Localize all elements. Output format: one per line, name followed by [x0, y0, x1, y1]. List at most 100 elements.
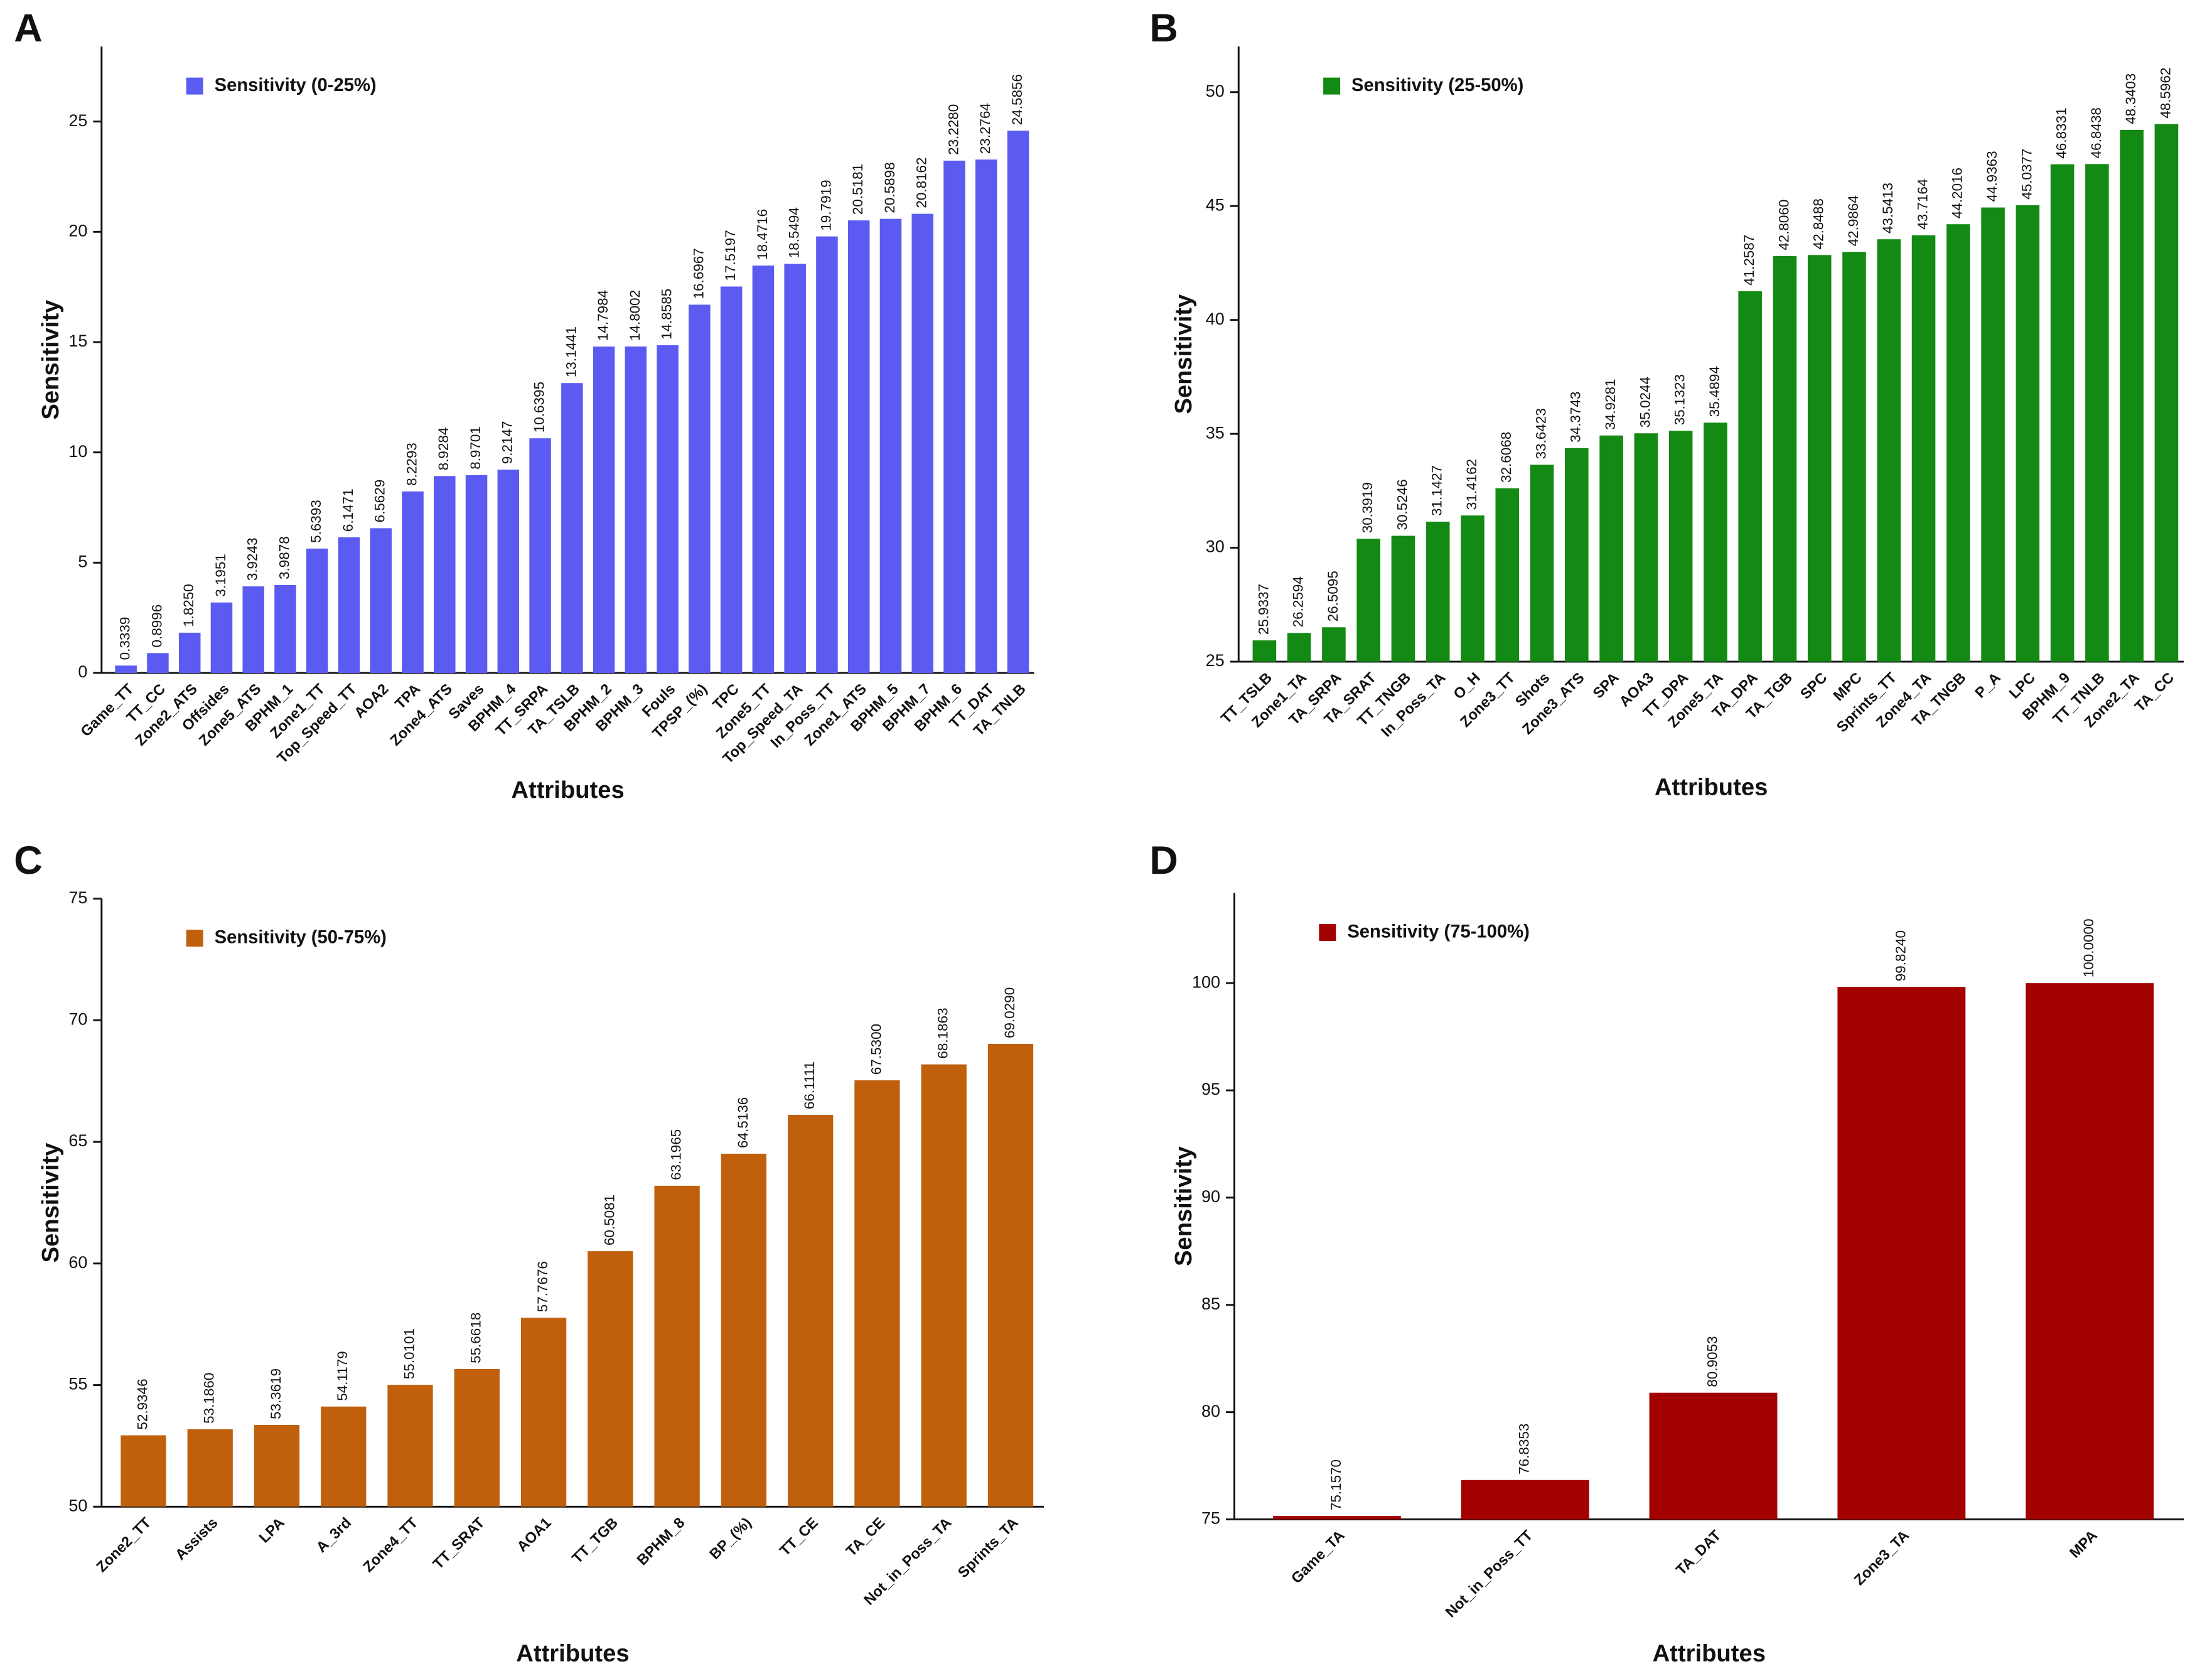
value-label: 34.9281 — [1603, 379, 1618, 430]
bar — [1946, 224, 1970, 662]
bar — [1837, 987, 1966, 1520]
bar — [1272, 1516, 1401, 1520]
bar — [121, 1435, 166, 1507]
value-label: 19.7919 — [818, 180, 834, 230]
bar — [338, 537, 360, 674]
value-label: 0.8996 — [149, 604, 164, 648]
bar — [847, 220, 870, 674]
value-label: 66.1111 — [802, 1061, 817, 1109]
bar — [752, 266, 775, 674]
x-tick-label: AOA1 — [513, 1514, 554, 1555]
value-label: 32.6068 — [1498, 432, 1514, 483]
x-tick-label: AOA2 — [351, 680, 392, 721]
value-label: 26.2594 — [1291, 576, 1306, 627]
value-label: 43.5413 — [1880, 183, 1896, 234]
x-tick-label: Zone3_TA — [1851, 1527, 1913, 1589]
bar — [784, 264, 806, 674]
y-tick-label: 95 — [1201, 1080, 1220, 1099]
legend-label: Sensitivity (0-25%) — [215, 75, 377, 95]
bar — [721, 1153, 767, 1507]
bar — [402, 491, 424, 674]
value-label: 80.9053 — [1704, 1336, 1720, 1387]
y-tick-label: 30 — [1206, 537, 1225, 556]
y-axis-title: Sensitivity — [37, 1142, 64, 1263]
value-label: 20.5181 — [850, 164, 866, 215]
bar — [115, 665, 137, 674]
x-tick-label: Game_TA — [1288, 1527, 1348, 1587]
y-tick-label: 65 — [68, 1131, 87, 1150]
y-tick-label: 40 — [1206, 309, 1225, 328]
value-label: 99.8240 — [1893, 930, 1908, 981]
bar — [465, 475, 488, 674]
value-label: 42.8488 — [1811, 198, 1827, 249]
value-label: 33.6423 — [1533, 408, 1549, 459]
x-tick-label: Assists — [172, 1514, 221, 1563]
value-label: 30.5246 — [1394, 479, 1410, 530]
panel-label: C — [14, 839, 42, 883]
x-tick-label: BP_(%) — [706, 1514, 754, 1562]
bar — [987, 1043, 1034, 1507]
y-tick-label: 75 — [1201, 1509, 1220, 1528]
value-label: 75.1570 — [1328, 1459, 1344, 1510]
bar — [1704, 422, 1727, 662]
bar — [520, 1318, 567, 1507]
value-label: 53.1860 — [201, 1373, 217, 1424]
value-label: 46.8331 — [2054, 107, 2070, 158]
bar — [242, 586, 264, 674]
value-label: 52.9346 — [134, 1378, 150, 1429]
legend-label: Sensitivity (50-75%) — [215, 927, 387, 947]
y-tick-label: 25 — [1206, 651, 1225, 670]
y-tick-label: 80 — [1201, 1402, 1220, 1421]
x-tick-label: P_A — [1972, 669, 2004, 701]
value-label: 5.6393 — [308, 500, 324, 543]
value-label: 9.2147 — [500, 421, 515, 465]
bar — [1842, 252, 1866, 662]
x-tick-label: TT_CE — [776, 1514, 821, 1559]
bar — [497, 470, 520, 674]
y-tick-label: 35 — [1206, 423, 1225, 442]
x-axis-title: Attributes — [511, 776, 624, 803]
value-label: 100.0000 — [2081, 918, 2097, 977]
value-label: 18.5494 — [787, 207, 802, 258]
value-label: 42.9864 — [1845, 195, 1861, 246]
value-label: 8.9284 — [436, 427, 451, 471]
value-label: 25.9337 — [1255, 584, 1271, 635]
bar — [1807, 255, 1832, 662]
bar — [1877, 239, 1901, 662]
y-tick-label: 55 — [68, 1375, 87, 1394]
value-label: 46.8438 — [2088, 107, 2104, 158]
bar — [788, 1115, 834, 1507]
value-label: 3.1951 — [213, 554, 228, 597]
x-tick-label: Zone4_TT — [360, 1514, 421, 1576]
bar — [1252, 640, 1277, 662]
value-label: 35.1323 — [1672, 374, 1688, 425]
y-tick-label: 85 — [1201, 1294, 1220, 1313]
y-axis-title: Sensitivity — [1170, 294, 1197, 414]
x-tick-label: BPHM_8 — [634, 1514, 688, 1568]
y-tick-label: 45 — [1206, 195, 1225, 214]
value-label: 68.1863 — [935, 1007, 951, 1058]
value-label: 18.4716 — [754, 209, 770, 260]
bar — [588, 1251, 633, 1507]
value-label: 20.5898 — [882, 162, 898, 213]
bar — [2026, 983, 2154, 1520]
value-label: 67.5300 — [868, 1024, 884, 1075]
bar — [921, 1064, 967, 1507]
value-label: 26.5095 — [1325, 571, 1341, 621]
bar — [178, 632, 201, 674]
y-tick-label: 15 — [68, 331, 87, 350]
bar — [1287, 633, 1311, 662]
value-label: 53.3619 — [268, 1368, 284, 1419]
x-tick-label: SPC — [1797, 669, 1830, 702]
value-label: 0.3339 — [117, 617, 133, 660]
bar — [454, 1368, 500, 1507]
x-tick-label: Zone2_TT — [93, 1514, 154, 1576]
bar — [593, 346, 615, 674]
value-label: 31.1427 — [1429, 465, 1445, 516]
value-label: 14.8002 — [627, 290, 643, 341]
bar — [1599, 435, 1623, 662]
value-label: 30.3919 — [1360, 482, 1375, 533]
bar — [816, 236, 838, 674]
bar — [1495, 488, 1520, 662]
y-tick-label: 70 — [68, 1009, 87, 1028]
